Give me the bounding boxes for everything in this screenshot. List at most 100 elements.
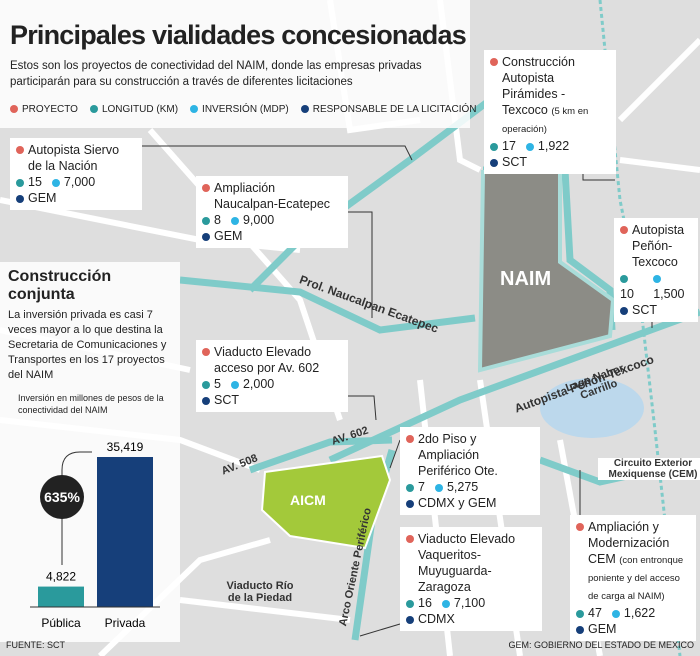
- map-label: Viaducto Río de la Piedad: [226, 580, 294, 604]
- project-title-text: Viaducto Elevado Vaqueritos-Muyuguarda-Z…: [418, 532, 516, 594]
- project-card: Construcción Autopista Pirámides - Texco…: [484, 50, 616, 174]
- dot: [576, 625, 584, 634]
- responsible-value: CDMX: [418, 612, 455, 626]
- project-length: 5: [202, 376, 221, 392]
- investment-value: 2,000: [242, 377, 275, 391]
- dot: [620, 306, 628, 315]
- project-figures: 10 1,500: [620, 270, 692, 302]
- responsible-value: SCT: [502, 155, 527, 169]
- project-length: 10: [620, 270, 643, 302]
- project-investment: 7,000: [51, 174, 96, 190]
- project-responsible: GEM: [576, 621, 690, 637]
- project-responsible: SCT: [620, 302, 692, 318]
- responsible-value: SCT: [214, 393, 239, 407]
- category-label: Pública: [41, 616, 81, 630]
- dot: [51, 178, 60, 187]
- project-card: Ampliación y Modernización CEM (con entr…: [570, 515, 696, 641]
- project-investment: 1,500: [653, 270, 692, 302]
- project-title: Viaducto Elevado Vaqueritos-Muyuguarda-Z…: [418, 531, 536, 595]
- project-name: Autopista Peñón-Texcoco: [620, 222, 692, 270]
- dot: [202, 184, 210, 192]
- dot: [620, 226, 628, 234]
- project-length: 17: [490, 138, 516, 154]
- dot: [406, 615, 414, 624]
- project-length: 8: [202, 212, 221, 228]
- project-figures: 17 1,922: [490, 138, 610, 154]
- responsible-value: CDMX y GEM: [418, 496, 497, 510]
- project-card: Autopista Peñón-Texcoco 10 1,500 SCT: [614, 218, 698, 322]
- length-value: 15: [28, 175, 42, 189]
- header-backdrop: [0, 0, 470, 128]
- project-length: 47: [576, 605, 602, 621]
- length-value: 8: [214, 213, 221, 227]
- dot: [490, 158, 498, 167]
- responsible-value: GEM: [588, 622, 617, 636]
- project-title: Autopista Peñón-Texcoco: [632, 222, 692, 270]
- length-value: 16: [418, 596, 432, 610]
- project-name: Viaducto Elevado acceso por Av. 602: [202, 344, 342, 376]
- sidebar-text: La inversión privada es casi 7 veces may…: [8, 309, 167, 381]
- value-label: 35,419: [107, 440, 144, 454]
- legend-label: PROYECTO: [22, 104, 78, 115]
- sidebar-note: Inversión en millones de pesos de la con…: [18, 393, 164, 415]
- legend-item: PROYECTO: [10, 104, 78, 115]
- dot: [202, 396, 210, 405]
- category-label: Privada: [105, 616, 146, 630]
- investment-value: 1,500: [653, 287, 685, 301]
- legend-label: RESPONSABLE DE LA LICITACIÓN: [312, 104, 477, 115]
- dot: [406, 483, 414, 492]
- dot: [620, 274, 628, 283]
- project-name: Ampliación y Modernización CEM (con entr…: [576, 519, 690, 605]
- project-title: Viaducto Elevado acceso por Av. 602: [214, 344, 342, 376]
- project-name: 2do Piso y Ampliación Periférico Ote.: [406, 431, 534, 479]
- annotation-circle: [40, 475, 84, 519]
- responsible-value: GEM: [214, 229, 243, 243]
- dot: [230, 216, 239, 225]
- dot: [434, 483, 443, 492]
- project-card: 2do Piso y Ampliación Periférico Ote. 7 5,…: [400, 427, 540, 515]
- project-responsible: GEM: [16, 190, 136, 206]
- dot: [490, 58, 498, 66]
- annotation: 635%: [44, 489, 80, 505]
- responsible-value: SCT: [632, 303, 657, 317]
- map-label: AICM: [290, 492, 326, 508]
- dot: [10, 105, 18, 114]
- project-length: 7: [406, 479, 425, 495]
- investment-value: 1,622: [623, 606, 656, 620]
- project-responsible: CDMX y GEM: [406, 495, 534, 511]
- subtitle: Estos son los proyectos de conectividad …: [10, 60, 422, 88]
- project-investment: 9,000: [230, 212, 275, 228]
- project-title-text: Autopista Peñón-Texcoco: [632, 223, 685, 269]
- annotation-bracket: [61, 451, 92, 565]
- value-label: 4,822: [46, 570, 76, 584]
- length-value: 10: [620, 287, 634, 301]
- dot: [653, 274, 662, 283]
- dot: [202, 348, 210, 356]
- project-investment: 5,275: [434, 479, 479, 495]
- project-figures: 47 1,622: [576, 605, 690, 621]
- investment-value: 7,100: [453, 596, 486, 610]
- investment-value: 9,000: [242, 213, 275, 227]
- project-title: 2do Piso y Ampliación Periférico Ote.: [418, 431, 534, 479]
- project-title: Autopista Siervo de la Nación: [28, 142, 136, 174]
- sidebar-title: Construcción conjunta: [8, 268, 112, 303]
- investment-value: 7,000: [63, 175, 96, 189]
- dot: [406, 599, 414, 608]
- project-name: Construcción Autopista Pirámides - Texco…: [490, 54, 610, 138]
- project-card: Viaducto Elevado Vaqueritos-Muyuguarda-Z…: [400, 527, 542, 631]
- project-title-text: Viaducto Elevado acceso por Av. 602: [214, 345, 320, 375]
- legend-item: LONGITUD (KM): [89, 104, 178, 115]
- dot: [406, 535, 414, 543]
- project-name: Autopista Siervo de la Nación: [16, 142, 136, 174]
- legend-item: RESPONSABLE DE LA LICITACIÓN: [300, 104, 477, 115]
- project-responsible: SCT: [490, 154, 610, 170]
- project-length: 16: [406, 595, 432, 611]
- aicm-area: [260, 454, 392, 550]
- project-title-text: Construcción Autopista Pirámides - Texco…: [502, 55, 575, 117]
- investment-value: 5,275: [446, 480, 479, 494]
- dot: [525, 142, 534, 151]
- dot: [406, 435, 414, 443]
- project-investment: 1,622: [611, 605, 656, 621]
- project-title-text: 2do Piso y Ampliación Periférico Ote.: [418, 432, 498, 478]
